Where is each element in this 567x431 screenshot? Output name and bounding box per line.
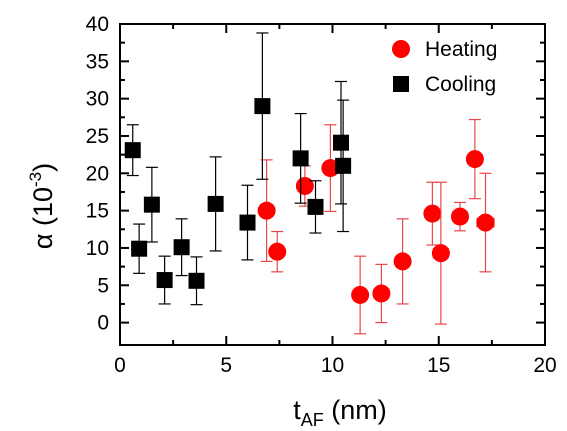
data-point bbox=[335, 157, 352, 174]
data-point bbox=[295, 176, 314, 195]
x-tick-label: 15 bbox=[427, 354, 450, 377]
y-tick-label: 25 bbox=[86, 125, 109, 148]
data-point bbox=[254, 98, 271, 115]
data-point bbox=[207, 195, 224, 212]
data-point bbox=[431, 244, 450, 263]
data-point bbox=[451, 207, 469, 226]
data-point bbox=[333, 134, 349, 151]
x-tick-label: 20 bbox=[533, 354, 556, 377]
y-tick-label: 20 bbox=[86, 162, 109, 185]
legend-marker bbox=[393, 76, 409, 92]
data-point bbox=[351, 285, 370, 304]
data-point bbox=[173, 239, 190, 256]
y-tick-label: 40 bbox=[86, 13, 109, 36]
axes: 0 5 10 15 20 0 5 10 15 20 25 30 35 40 bbox=[86, 13, 557, 377]
y-axis-label: α (10-3) bbox=[26, 163, 58, 249]
x-tick-label: 10 bbox=[321, 354, 344, 377]
data-point bbox=[143, 196, 160, 213]
data-point bbox=[257, 201, 276, 220]
data-point bbox=[188, 272, 205, 289]
x-tick-label: 0 bbox=[114, 354, 126, 377]
legend-label: Heating bbox=[425, 38, 497, 61]
data-point bbox=[423, 204, 442, 223]
series-heating bbox=[257, 118, 495, 335]
x-tick-label: 5 bbox=[220, 354, 232, 377]
legend-marker bbox=[392, 40, 410, 58]
data-point bbox=[307, 198, 324, 215]
legend-label: Cooling bbox=[425, 73, 496, 96]
y-tick-label: 35 bbox=[86, 50, 109, 73]
y-tick-label: 5 bbox=[97, 274, 109, 297]
data-point bbox=[131, 240, 148, 257]
data-point bbox=[239, 214, 256, 231]
series-cooling bbox=[124, 32, 352, 306]
legend-item-heating: Heating bbox=[392, 38, 497, 61]
data-point bbox=[393, 252, 412, 271]
data-point bbox=[156, 272, 173, 289]
y-tick-label: 15 bbox=[86, 200, 109, 223]
y-tick-label: 10 bbox=[86, 237, 109, 260]
data-point bbox=[292, 150, 309, 167]
y-tick-label: 30 bbox=[86, 88, 109, 111]
legend-item-cooling: Cooling bbox=[393, 73, 496, 96]
plot-area bbox=[124, 32, 495, 335]
legend: Heating Cooling bbox=[392, 38, 497, 96]
data-point bbox=[321, 159, 340, 178]
data-point bbox=[372, 284, 391, 303]
y-tick-label: 0 bbox=[97, 312, 109, 335]
data-point bbox=[268, 242, 287, 261]
x-axis-label: tAF (nm) bbox=[293, 395, 387, 430]
data-point bbox=[124, 142, 141, 159]
data-point bbox=[476, 213, 495, 232]
data-point bbox=[465, 150, 484, 169]
